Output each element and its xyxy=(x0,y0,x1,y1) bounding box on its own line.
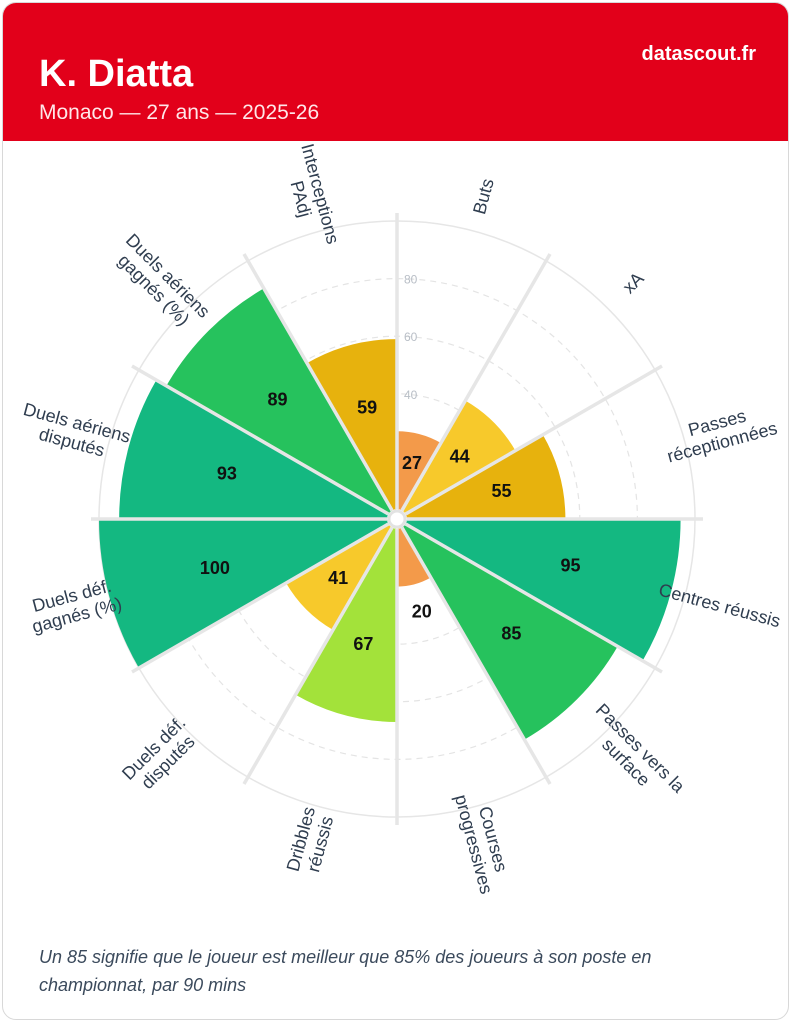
radar-value-label-8: 100 xyxy=(200,558,230,578)
radar-spoke-4 xyxy=(404,522,663,674)
radar-value-label-7: 41 xyxy=(328,568,348,588)
radar-value-label-9: 93 xyxy=(217,463,237,483)
radar-value-label-0: 27 xyxy=(402,453,422,473)
radar-spokes xyxy=(91,213,703,825)
radar-wedge-4 xyxy=(402,524,618,740)
radar-value-labels: 27 44 55 95 85 20 67 41 100 93 89 59 xyxy=(200,390,581,655)
radar-wedge-0 xyxy=(397,431,441,511)
radar-value-label-6: 67 xyxy=(353,634,373,654)
radar-wedge-11 xyxy=(307,339,397,511)
footnote: Un 85 signifie que le joueur est meilleu… xyxy=(39,947,652,995)
radar-wedge-5 xyxy=(397,527,431,587)
player-name: K. Diatta xyxy=(39,53,194,95)
player-subtitle: Monaco — 27 ans — 2025-26 xyxy=(39,101,320,124)
radar-wedges xyxy=(99,288,681,740)
header-banner: K. Diatta Monaco — 27 ans — 2025-26 data… xyxy=(3,3,788,141)
radar-category-label-0-line-0: Buts xyxy=(469,176,498,216)
radar-value-label-2: 55 xyxy=(492,481,512,501)
radar-value-label-11: 59 xyxy=(357,398,377,418)
radar-value-label-4: 85 xyxy=(501,623,521,643)
radar-category-label-1-line-0: xA xyxy=(619,268,648,297)
radar-spoke-8 xyxy=(131,522,390,674)
radar-tick-label-60: 60 xyxy=(404,330,418,344)
radar-wedge-8 xyxy=(99,519,389,668)
radar-spoke-10 xyxy=(131,364,390,516)
radar-value-label-3: 95 xyxy=(560,555,580,575)
radar-wedge-6 xyxy=(295,527,397,722)
radar-spoke-5 xyxy=(400,526,552,785)
radar-tick-labels: 40 60 80 xyxy=(404,273,418,402)
radar-spoke-11 xyxy=(242,253,394,512)
radar-wedge-7 xyxy=(286,524,392,630)
radar-spoke-7 xyxy=(242,526,394,785)
radar-value-label-1: 44 xyxy=(450,446,470,466)
radar-tick-label-80: 80 xyxy=(404,273,418,287)
radar-wedge-10 xyxy=(166,288,392,514)
radar-value-label-10: 89 xyxy=(268,390,288,410)
radar-center-dot xyxy=(387,509,407,529)
radar-spoke-1 xyxy=(400,253,552,512)
radar-value-label-5: 20 xyxy=(412,601,432,621)
radar-wedge-3 xyxy=(405,519,681,661)
radar-category-label-1: xA xyxy=(619,268,648,297)
radar-category-label-0: Buts xyxy=(469,176,498,216)
radar-spoke-2 xyxy=(404,364,663,516)
brand-link[interactable]: datascout.fr xyxy=(641,43,756,65)
radar-tick-label-40: 40 xyxy=(404,388,418,402)
radar-wedge-2 xyxy=(405,434,566,519)
radar-wedge-9 xyxy=(119,380,389,519)
radar-category-label-7: Duels déf.disputés xyxy=(118,712,199,793)
radar-wedge-1 xyxy=(402,400,516,514)
radar-category-label-8: Duels déf.gagnés (%) xyxy=(30,576,124,637)
